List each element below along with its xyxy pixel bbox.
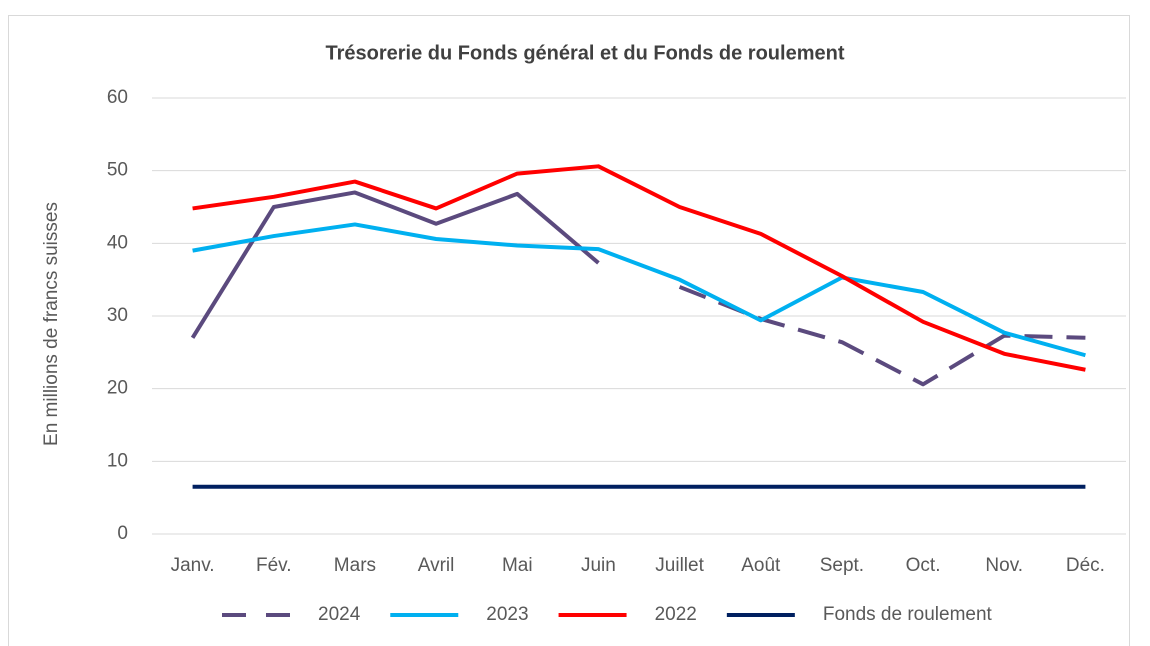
legend-label: Fonds de roulement — [823, 604, 993, 625]
x-tick-label: Juin — [581, 555, 616, 576]
x-tick-label: Oct. — [906, 555, 941, 576]
y-tick-label: 10 — [107, 450, 128, 471]
series-line — [192, 164, 1086, 372]
y-tick-label: 30 — [107, 305, 128, 326]
x-tick-label: Mai — [502, 555, 533, 576]
x-tick-label: Janv. — [171, 555, 215, 576]
x-tick-label: Juillet — [655, 555, 704, 576]
legend-label: 2023 — [486, 604, 528, 625]
x-tick-label: Sept. — [820, 555, 864, 576]
x-tick-label: Nov. — [985, 555, 1023, 576]
x-tick-label: Août — [741, 555, 781, 576]
x-tick-label: Mars — [334, 555, 376, 576]
y-tick-label: 20 — [107, 378, 128, 399]
series-line — [190, 190, 600, 339]
series-line — [192, 222, 1086, 358]
chart-frame — [8, 15, 1130, 646]
x-tick-label: Déc. — [1066, 555, 1105, 576]
x-tick-label: Avril — [418, 555, 455, 576]
legend-label: 2024 — [318, 604, 361, 625]
chart-title: Trésorerie du Fonds général et du Fonds … — [326, 42, 845, 64]
series-line-dashed — [678, 285, 1086, 387]
legend-label: 2022 — [655, 604, 697, 625]
y-tick-label: 40 — [107, 232, 128, 253]
y-tick-label: 0 — [117, 523, 128, 544]
y-tick-label: 60 — [107, 87, 128, 108]
x-tick-label: Fév. — [256, 555, 292, 576]
y-axis-label: En millions de francs suisses — [41, 202, 62, 446]
y-tick-label: 50 — [107, 160, 128, 181]
